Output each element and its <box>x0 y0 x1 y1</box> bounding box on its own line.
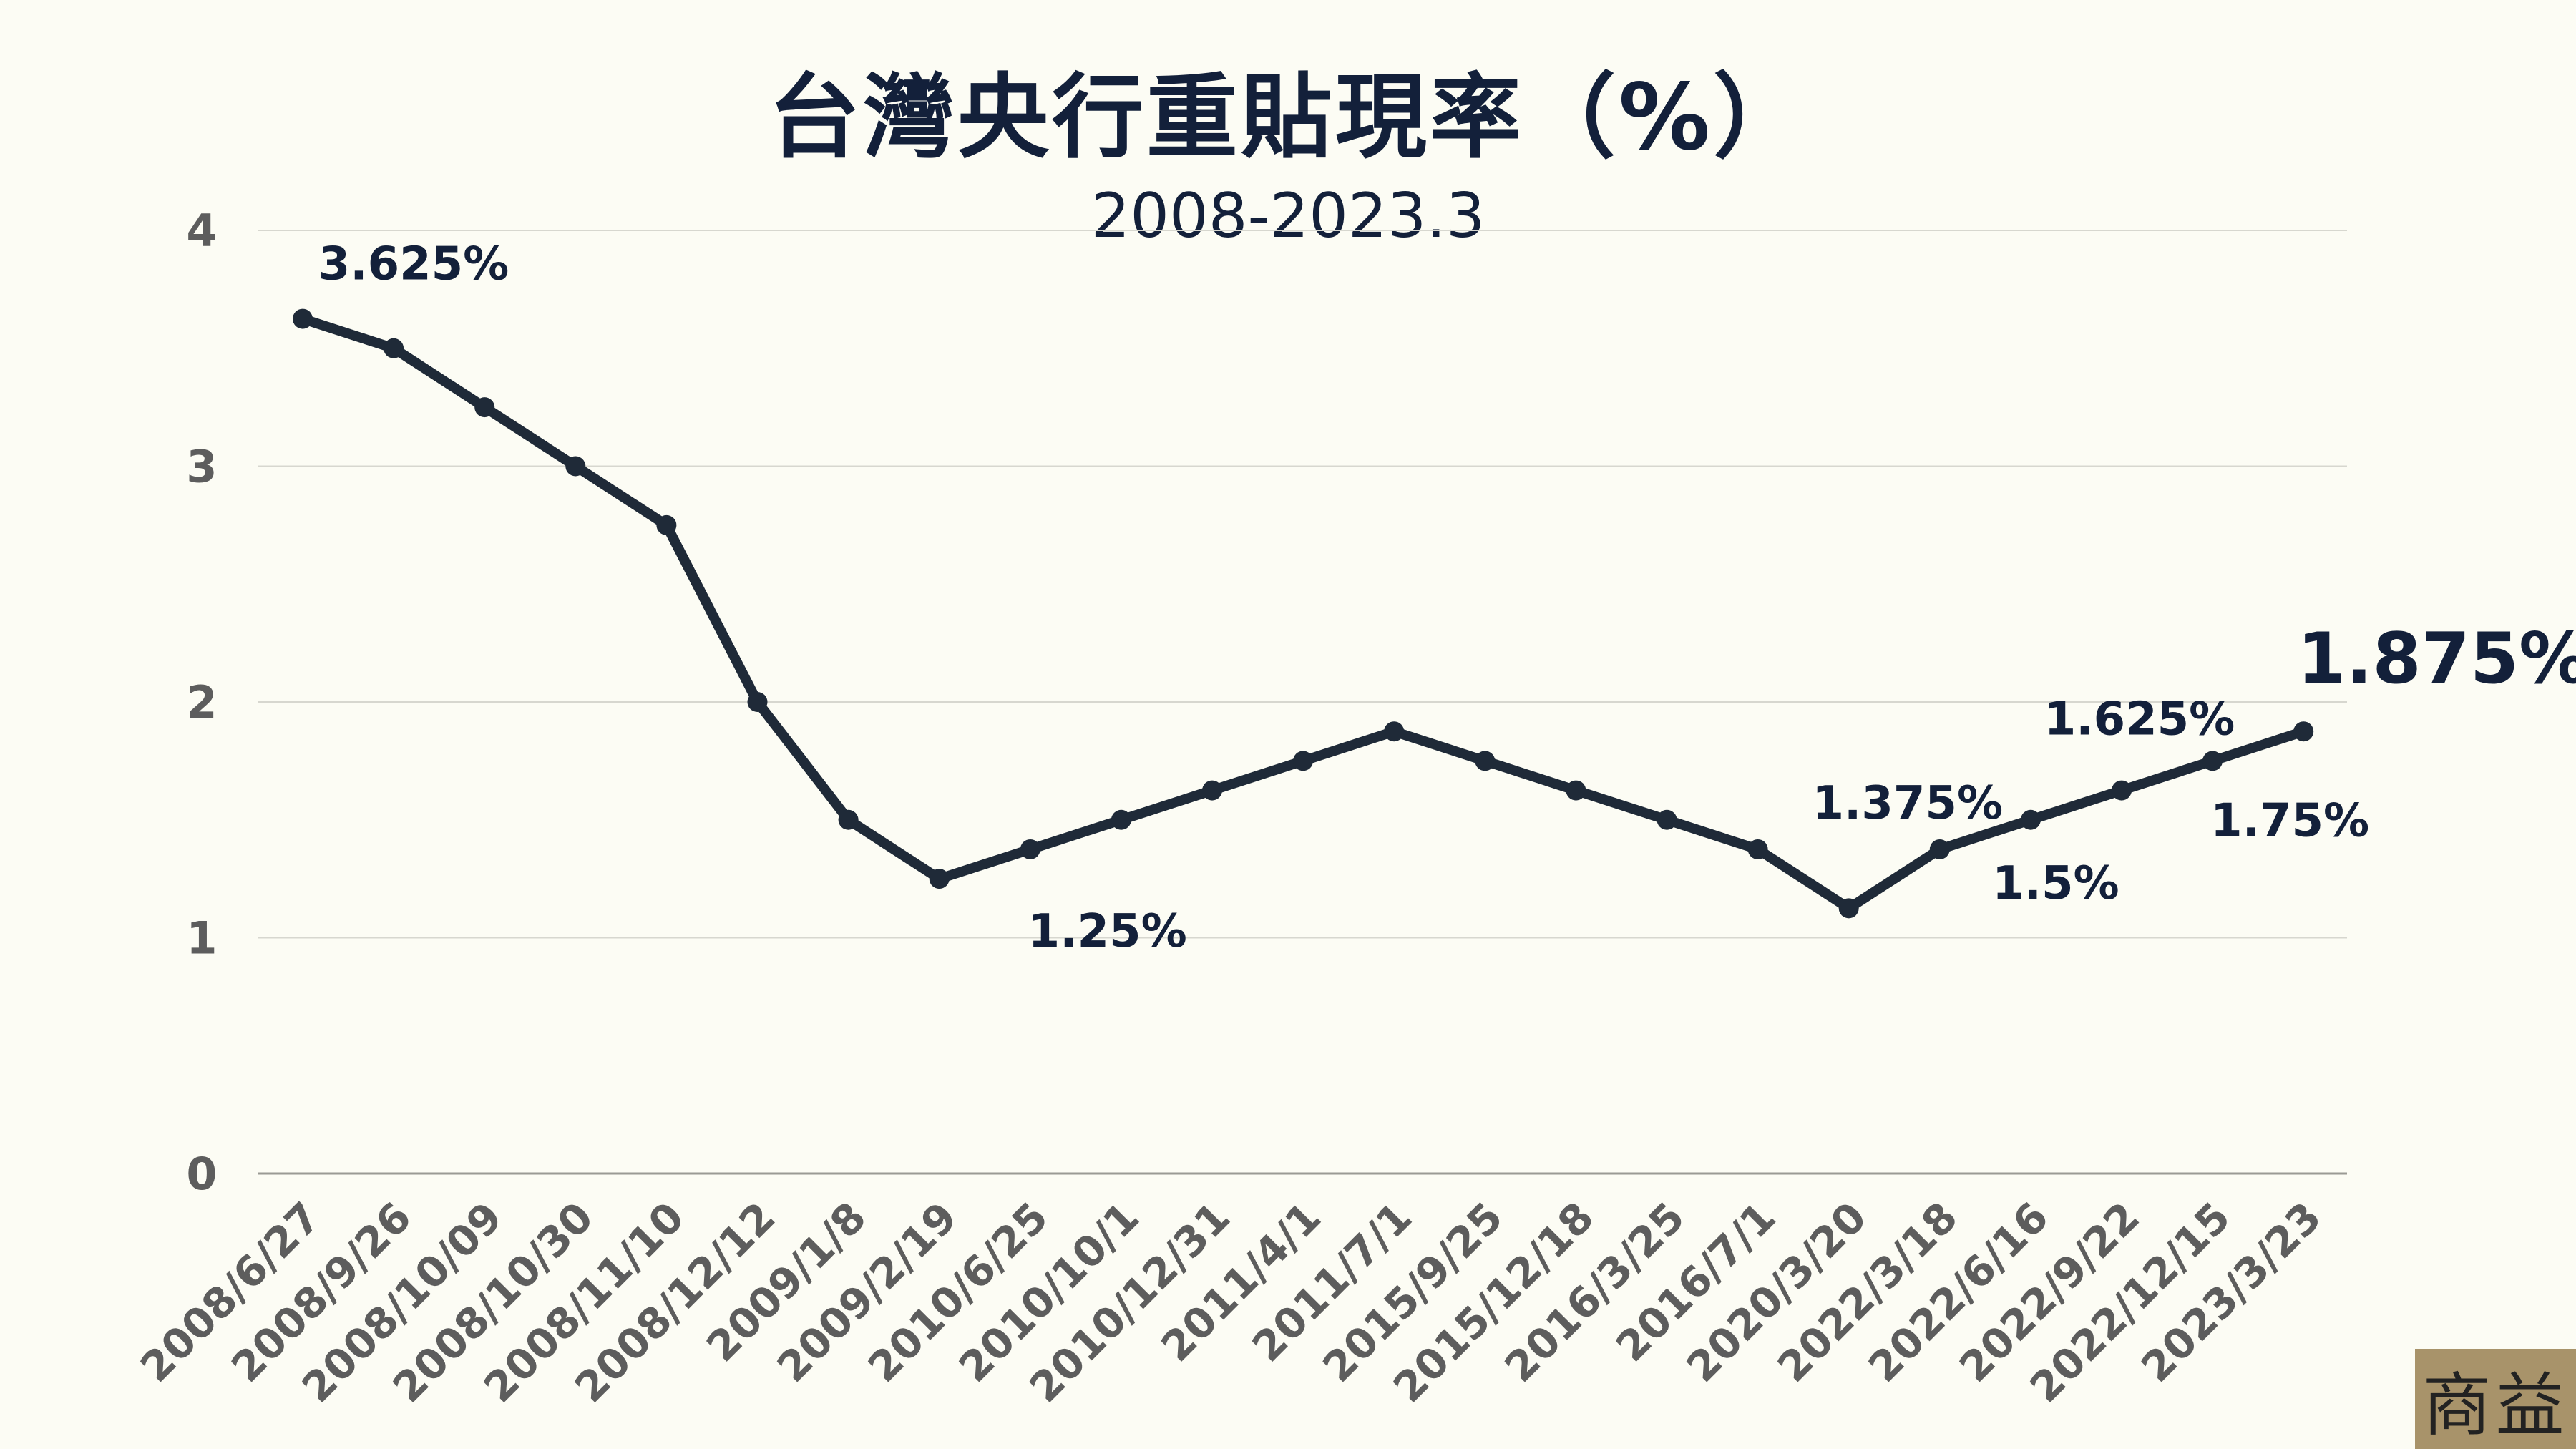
data-label: 1.375% <box>1813 777 2004 830</box>
data-label: 1.625% <box>2044 693 2235 746</box>
data-point <box>1657 809 1677 830</box>
data-point <box>1838 898 1859 919</box>
data-label: 1.5% <box>1992 857 2119 910</box>
y-tick-label: 1 <box>186 912 217 965</box>
data-point <box>656 514 677 535</box>
y-tick-label: 3 <box>186 441 217 493</box>
data-point <box>1020 839 1040 859</box>
data-point <box>565 456 586 477</box>
data-point <box>1293 751 1314 771</box>
data-point <box>2020 809 2041 830</box>
data-point <box>1566 780 1586 801</box>
series-line <box>298 313 2309 914</box>
data-point <box>1202 780 1222 801</box>
data-point <box>929 869 950 889</box>
data-point <box>838 809 859 830</box>
data-point <box>1475 751 1496 771</box>
data-point <box>2293 721 2314 742</box>
data-label: 1.75% <box>2210 794 2369 847</box>
brand-logo: 商益 <box>2415 1349 2576 1449</box>
y-tick-label: 4 <box>186 205 217 257</box>
data-point <box>1384 721 1405 742</box>
data-label: 1.875% <box>2297 618 2576 700</box>
data-point <box>2112 780 2132 801</box>
data-point <box>1747 839 1768 859</box>
chart-title: 台灣央行重貼現率（%） <box>768 64 1808 171</box>
y-tick-label: 0 <box>186 1148 217 1200</box>
data-point <box>384 338 404 358</box>
data-label: 3.625% <box>318 238 509 291</box>
data-point <box>293 308 313 329</box>
data-point <box>2202 751 2223 771</box>
data-point <box>747 692 768 712</box>
data-point <box>474 397 495 418</box>
data-point <box>1929 839 1950 859</box>
y-tick-label: 2 <box>186 676 217 728</box>
data-point <box>1111 809 1131 830</box>
data-label: 1.25% <box>1028 905 1187 958</box>
chart-subtitle: 2008-2023.3 <box>1091 180 1485 252</box>
